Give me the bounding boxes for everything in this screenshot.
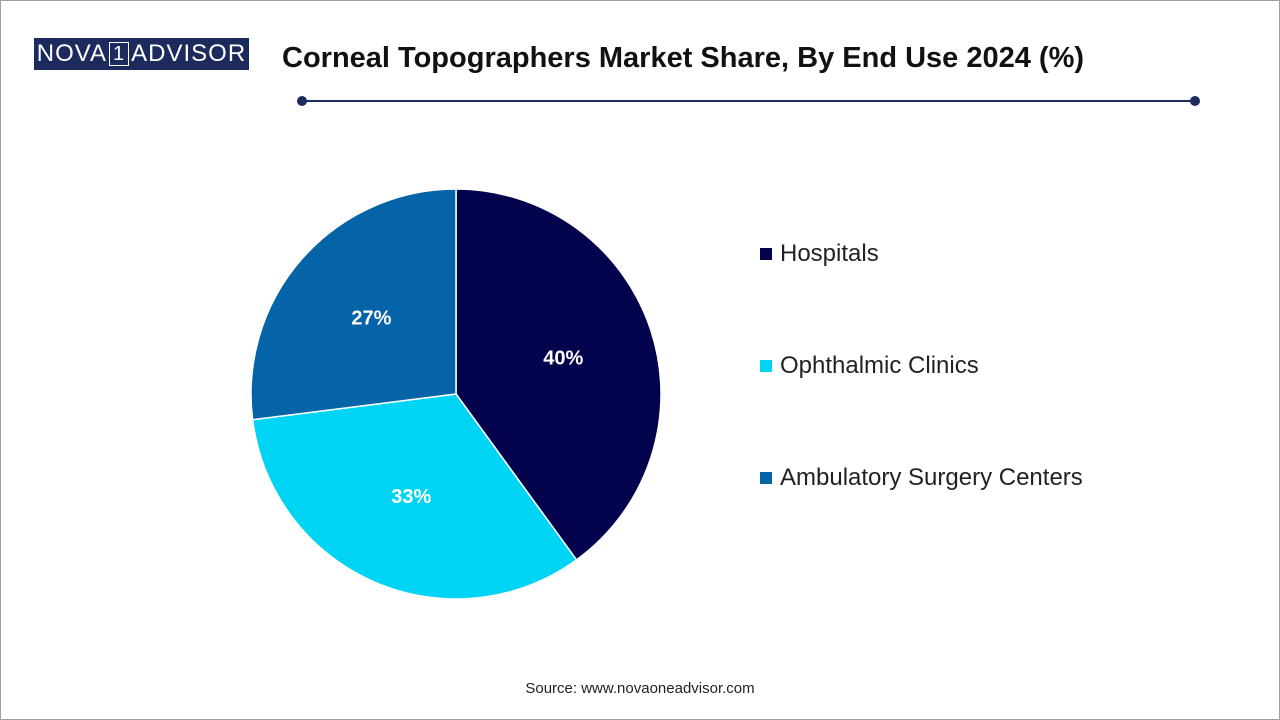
source-note: Source: www.novaoneadvisor.com [525,680,755,697]
legend-item-ambulatory-surgery-centers: Ambulatory Surgery Centers [760,464,1083,492]
legend-label-hospitals: Hospitals [780,240,879,267]
pie-slice-hospitals [455,188,662,561]
pie-label-ambulatory-surgery-centers: 27% [351,308,391,330]
logo-text-left: NOVA [36,40,108,67]
legend-label-ophthalmic-clinics: Ophthalmic Clinics [780,352,979,379]
divider-dot-left [297,96,307,106]
pie-label-hospitals: 40% [543,347,583,369]
brand-logo: NOVA 1 ADVISOR [34,38,249,70]
legend-item-hospitals: Hospitals [760,240,879,268]
logo-text-right: ADVISOR [131,40,247,67]
logo-text-mid: 1 [109,42,130,66]
divider-dot-right [1190,96,1200,106]
title-divider [302,100,1196,102]
legend-swatch-ophthalmic-clinics [760,360,772,372]
page-title: Corneal Topographers Market Share, By En… [282,42,1085,74]
legend-swatch-ambulatory-surgery-centers [760,472,772,484]
legend-label-ambulatory-surgery-centers: Ambulatory Surgery Centers [780,464,1083,491]
pie-slice-ambulatory-surgery-centers [250,188,457,421]
legend-item-ophthalmic-clinics: Ophthalmic Clinics [760,352,979,380]
legend-swatch-hospitals [760,248,772,260]
pie-label-ophthalmic-clinics: 33% [391,486,431,508]
pie-slice-ophthalmic-clinics [251,393,578,600]
